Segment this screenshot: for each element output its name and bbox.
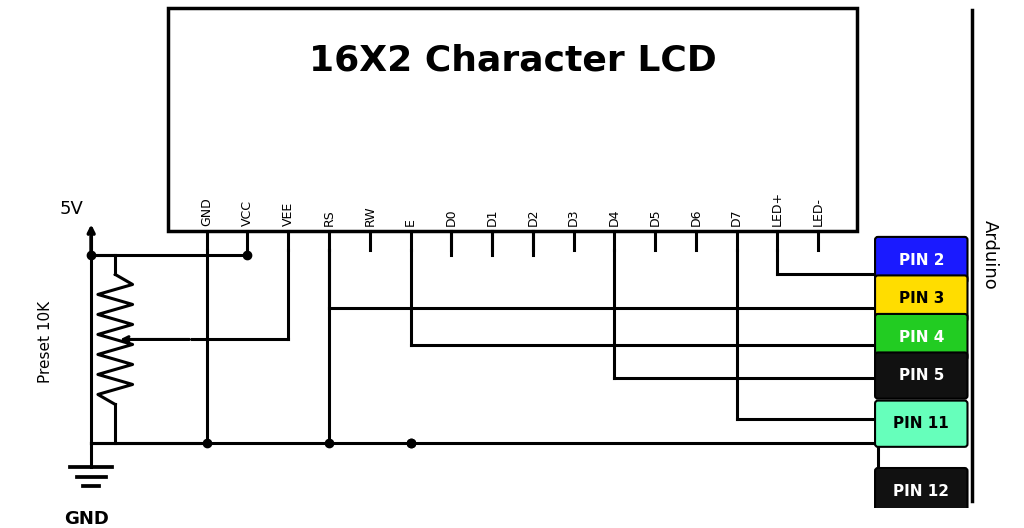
Text: RS: RS: [323, 210, 336, 227]
Text: GND: GND: [201, 197, 213, 227]
Text: PIN 4: PIN 4: [899, 329, 944, 345]
Text: D0: D0: [444, 209, 458, 227]
Text: D1: D1: [485, 209, 499, 227]
FancyBboxPatch shape: [876, 468, 968, 514]
Text: PIN 2: PIN 2: [898, 252, 944, 268]
FancyBboxPatch shape: [876, 401, 968, 447]
Text: D4: D4: [608, 209, 621, 227]
Text: RW: RW: [364, 206, 376, 227]
Text: Preset 10K: Preset 10K: [39, 301, 53, 383]
Text: E: E: [404, 219, 417, 227]
FancyBboxPatch shape: [876, 314, 968, 360]
Text: VEE: VEE: [282, 202, 295, 227]
Text: PIN 12: PIN 12: [893, 484, 949, 498]
Text: VCC: VCC: [241, 200, 254, 227]
Text: D7: D7: [730, 209, 743, 227]
FancyBboxPatch shape: [876, 276, 968, 322]
FancyBboxPatch shape: [876, 237, 968, 283]
Text: D2: D2: [526, 209, 540, 227]
Text: D5: D5: [648, 209, 662, 227]
Text: PIN 11: PIN 11: [893, 416, 949, 431]
Text: D3: D3: [567, 209, 581, 227]
Text: D6: D6: [689, 209, 702, 227]
Text: PIN 5: PIN 5: [899, 368, 944, 383]
Text: Arduino: Arduino: [981, 220, 998, 290]
Text: LED+: LED+: [771, 191, 784, 227]
Text: 16X2 Character LCD: 16X2 Character LCD: [308, 44, 717, 78]
Text: PIN 3: PIN 3: [899, 291, 944, 306]
FancyBboxPatch shape: [876, 353, 968, 399]
Text: GND: GND: [63, 511, 109, 528]
Bar: [168, 8, 857, 231]
Text: LED-: LED-: [812, 197, 824, 227]
Text: 5V: 5V: [59, 200, 84, 218]
